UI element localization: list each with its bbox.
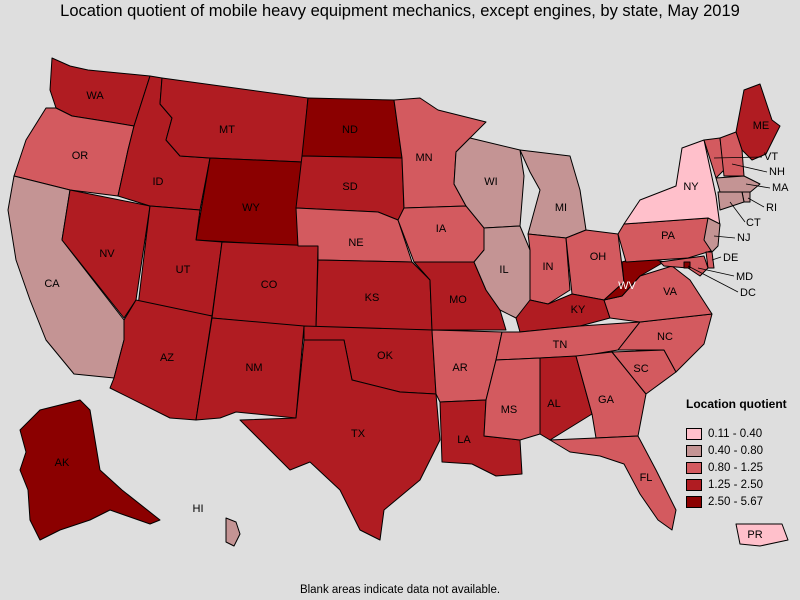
legend-label: 1.25 - 2.50 <box>708 478 763 491</box>
state-DC[interactable] <box>683 261 691 269</box>
leader-RI <box>747 197 765 208</box>
state-ME[interactable] <box>735 83 781 161</box>
state-CT[interactable] <box>717 191 745 211</box>
label-WY: WY <box>242 202 260 214</box>
label-TX: TX <box>351 428 366 440</box>
label-NH: NH <box>769 166 785 178</box>
label-CO: CO <box>261 279 278 291</box>
legend-swatch <box>686 478 702 491</box>
label-PA: PA <box>661 230 676 242</box>
footnote: Blank areas indicate data not available. <box>299 584 501 596</box>
label-OR: OR <box>72 150 89 162</box>
label-OK: OK <box>377 350 394 362</box>
legend-label: 2.50 - 5.67 <box>708 495 763 508</box>
legend: Location quotient 0.11 - 0.40 0.40 - 0.8… <box>686 397 798 510</box>
leader-MA <box>745 183 771 189</box>
label-MD: MD <box>736 271 753 283</box>
leader-NJ <box>713 235 736 239</box>
label-IN: IN <box>543 261 554 273</box>
label-NV: NV <box>99 248 115 260</box>
label-KY: KY <box>571 304 586 316</box>
label-SD: SD <box>342 181 357 193</box>
label-WA: WA <box>86 90 104 102</box>
label-NE: NE <box>348 237 363 249</box>
label-NC: NC <box>657 331 673 343</box>
label-UT: UT <box>176 264 191 276</box>
label-PR: PR <box>747 529 762 541</box>
legend-label: 0.80 - 1.25 <box>708 461 763 474</box>
legend-swatch <box>686 427 702 440</box>
label-NJ: NJ <box>737 232 750 244</box>
label-IA: IA <box>436 223 447 235</box>
label-MN: MN <box>415 152 432 164</box>
legend-swatch <box>686 495 702 508</box>
map-title: Location quotient of mobile heavy equipm… <box>60 2 740 20</box>
label-AZ: AZ <box>160 352 174 364</box>
legend-label: 0.40 - 0.80 <box>708 444 763 457</box>
state-NY[interactable] <box>623 139 721 227</box>
state-TX[interactable] <box>239 339 441 541</box>
label-FL: FL <box>640 472 653 484</box>
label-MT: MT <box>219 124 235 136</box>
label-TN: TN <box>553 339 568 351</box>
legend-item: 2.50 - 5.67 <box>686 493 798 510</box>
legend-label: 0.11 - 0.40 <box>708 427 763 440</box>
leader-NH <box>731 163 768 173</box>
state-NV[interactable] <box>61 189 151 319</box>
label-MS: MS <box>501 404 518 416</box>
label-NM: NM <box>245 362 262 374</box>
leader-DC <box>687 265 739 293</box>
label-AR: AR <box>452 362 467 374</box>
label-WV: WV <box>618 280 636 292</box>
state-MI[interactable] <box>519 149 587 239</box>
label-IL: IL <box>499 264 508 276</box>
label-KS: KS <box>365 292 380 304</box>
label-MA: MA <box>772 182 789 194</box>
legend-title: Location quotient <box>686 397 787 411</box>
state-AK[interactable] <box>19 399 161 541</box>
leader-DE <box>711 256 722 261</box>
label-AL: AL <box>547 398 560 410</box>
state-MA[interactable] <box>715 175 761 195</box>
state-IL[interactable] <box>473 225 533 319</box>
label-CT: CT <box>746 217 761 229</box>
label-CA: CA <box>44 278 60 290</box>
label-OH: OH <box>590 251 607 263</box>
label-AK: AK <box>55 457 70 469</box>
state-MT[interactable] <box>159 77 309 163</box>
legend-item: 0.80 - 1.25 <box>686 459 798 476</box>
state-AL[interactable] <box>539 355 593 441</box>
state-NJ[interactable] <box>703 217 721 253</box>
label-ME: ME <box>753 120 770 132</box>
state-PR[interactable] <box>735 523 789 547</box>
label-DC: DC <box>740 287 756 299</box>
state-DE[interactable] <box>705 251 715 269</box>
label-RI: RI <box>766 202 777 214</box>
leader-VT <box>713 156 763 159</box>
label-VA: VA <box>663 286 678 298</box>
legend-swatch <box>686 461 702 474</box>
label-WI: WI <box>484 176 497 188</box>
label-MO: MO <box>449 294 467 306</box>
state-FL[interactable] <box>549 435 677 531</box>
label-GA: GA <box>598 394 615 406</box>
label-ID: ID <box>153 176 164 188</box>
legend-item: 0.11 - 0.40 <box>686 425 798 442</box>
label-NY: NY <box>683 181 699 193</box>
legend-swatch <box>686 444 702 457</box>
leader-MD <box>697 267 735 277</box>
label-HI: HI <box>193 503 204 515</box>
leader-CT <box>729 201 746 223</box>
legend-item: 0.40 - 0.80 <box>686 442 798 459</box>
label-LA: LA <box>457 434 471 446</box>
state-HI[interactable] <box>225 517 241 547</box>
label-VT: VT <box>764 151 778 163</box>
label-DE: DE <box>723 252 738 264</box>
label-ND: ND <box>342 124 358 136</box>
legend-item: 1.25 - 2.50 <box>686 476 798 493</box>
label-SC: SC <box>633 363 648 375</box>
label-MI: MI <box>555 202 567 214</box>
